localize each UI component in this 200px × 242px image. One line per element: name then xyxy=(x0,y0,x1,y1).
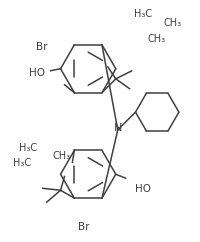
Text: HO: HO xyxy=(29,68,45,78)
Text: H₃C: H₃C xyxy=(19,143,37,153)
Text: HO: HO xyxy=(136,184,152,194)
Text: Br: Br xyxy=(78,221,90,232)
Text: CH₃: CH₃ xyxy=(163,18,181,28)
Text: Br: Br xyxy=(36,42,48,52)
Text: CH₃: CH₃ xyxy=(147,34,165,44)
Text: H₃C: H₃C xyxy=(13,159,31,168)
Text: N: N xyxy=(114,123,122,133)
Text: CH₃: CH₃ xyxy=(53,151,71,160)
Text: H₃C: H₃C xyxy=(134,8,152,19)
